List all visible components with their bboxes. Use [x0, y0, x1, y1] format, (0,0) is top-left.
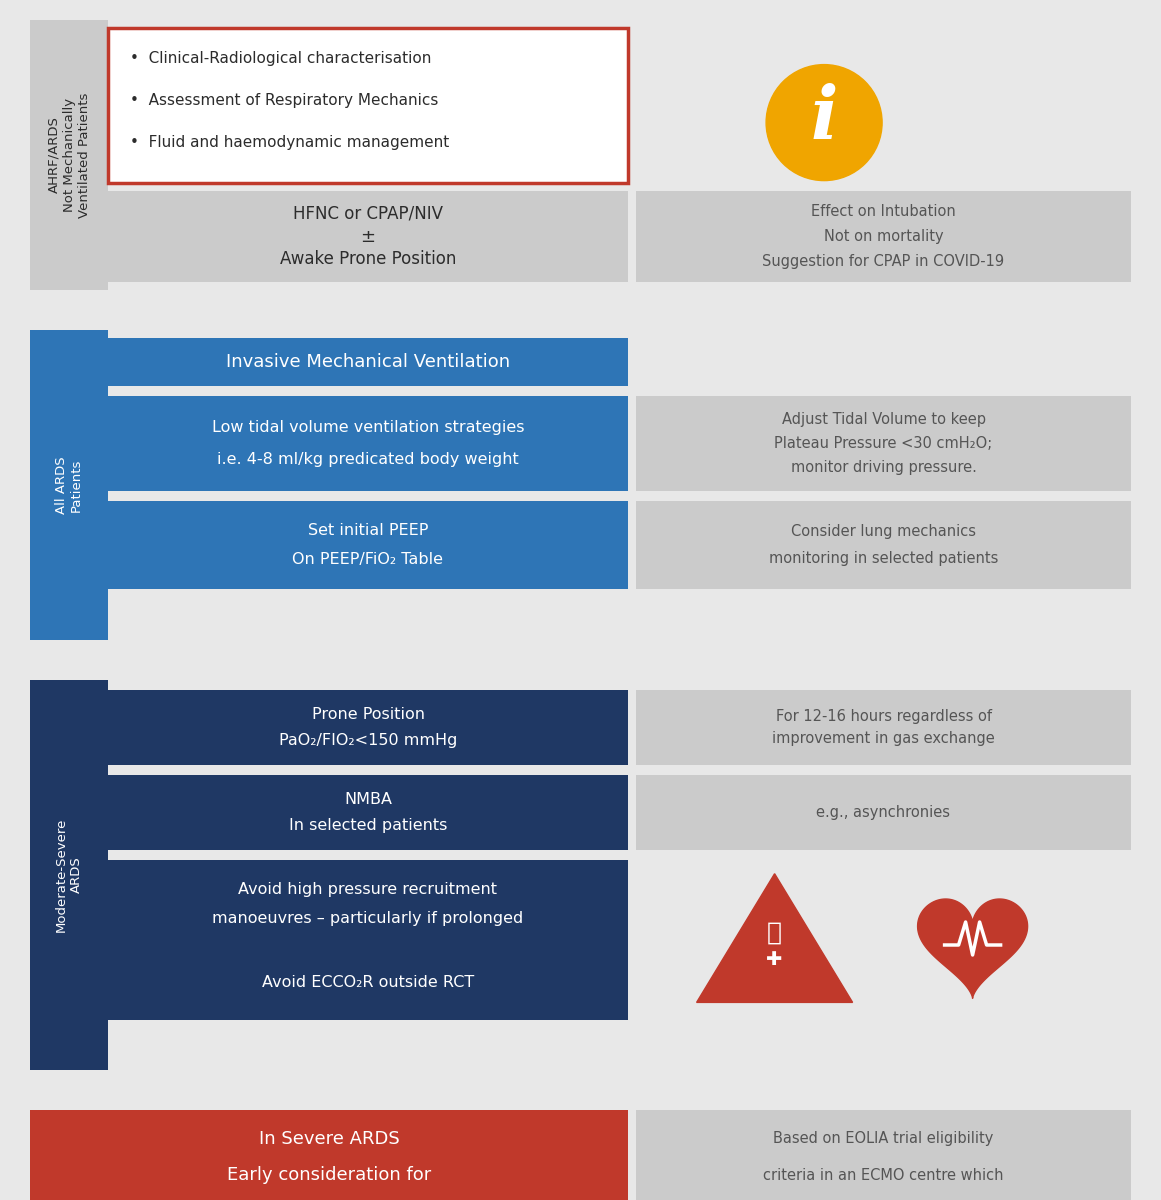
FancyBboxPatch shape	[636, 690, 1131, 766]
Text: NMBA: NMBA	[344, 792, 392, 808]
FancyBboxPatch shape	[108, 28, 628, 182]
Text: All ARDS
Patients: All ARDS Patients	[55, 456, 82, 514]
Text: monitoring in selected patients: monitoring in selected patients	[769, 551, 998, 565]
Text: improvement in gas exchange: improvement in gas exchange	[772, 731, 995, 746]
Text: manoeuvres – particularly if prolonged: manoeuvres – particularly if prolonged	[212, 912, 524, 926]
Text: On PEEP/FiO₂ Table: On PEEP/FiO₂ Table	[293, 552, 444, 568]
Text: Effect on Intubation: Effect on Intubation	[812, 204, 956, 218]
FancyBboxPatch shape	[108, 690, 628, 766]
Text: AHRF/ARDS
Not Mechanically
Ventilated Patients: AHRF/ARDS Not Mechanically Ventilated Pa…	[48, 92, 91, 217]
Text: Suggestion for CPAP in COVID-19: Suggestion for CPAP in COVID-19	[763, 254, 1004, 270]
Text: HFNC or CPAP/NIV: HFNC or CPAP/NIV	[293, 205, 444, 223]
Text: Avoid ECCO₂R outside RCT: Avoid ECCO₂R outside RCT	[262, 974, 474, 990]
Text: ✚: ✚	[766, 950, 783, 970]
FancyBboxPatch shape	[636, 191, 1131, 282]
Text: 🏃: 🏃	[767, 920, 783, 944]
FancyBboxPatch shape	[636, 502, 1131, 589]
Text: In Severe ARDS: In Severe ARDS	[259, 1129, 399, 1147]
FancyBboxPatch shape	[30, 1110, 628, 1200]
FancyBboxPatch shape	[108, 775, 628, 850]
Text: Consider lung mechanics: Consider lung mechanics	[791, 524, 976, 539]
FancyBboxPatch shape	[30, 680, 1131, 1070]
FancyBboxPatch shape	[30, 330, 1131, 640]
FancyBboxPatch shape	[636, 1110, 1131, 1200]
FancyBboxPatch shape	[108, 946, 628, 1020]
Text: criteria in an ECMO centre which: criteria in an ECMO centre which	[763, 1168, 1004, 1182]
Text: Moderate-Severe
ARDS: Moderate-Severe ARDS	[55, 818, 82, 932]
Text: e.g., asynchronies: e.g., asynchronies	[816, 805, 951, 820]
FancyBboxPatch shape	[108, 396, 628, 491]
FancyBboxPatch shape	[108, 191, 628, 282]
Text: Avoid high pressure recruitment: Avoid high pressure recruitment	[238, 882, 498, 896]
FancyBboxPatch shape	[108, 338, 628, 386]
Text: •  Fluid and haemodynamic management: • Fluid and haemodynamic management	[130, 134, 449, 150]
FancyBboxPatch shape	[30, 20, 1131, 290]
FancyBboxPatch shape	[108, 860, 628, 948]
Text: Prone Position: Prone Position	[311, 707, 425, 722]
Text: Early consideration for: Early consideration for	[226, 1166, 431, 1184]
Text: Invasive Mechanical Ventilation: Invasive Mechanical Ventilation	[226, 353, 510, 371]
Text: Low tidal volume ventilation strategies: Low tidal volume ventilation strategies	[211, 420, 525, 434]
Text: Plateau Pressure <30 cmH₂O;: Plateau Pressure <30 cmH₂O;	[774, 436, 993, 451]
Text: PaO₂/FIO₂<150 mmHg: PaO₂/FIO₂<150 mmHg	[279, 733, 457, 748]
Text: monitor driving pressure.: monitor driving pressure.	[791, 460, 976, 475]
FancyBboxPatch shape	[30, 330, 108, 640]
Text: Adjust Tidal Volume to keep: Adjust Tidal Volume to keep	[781, 413, 986, 427]
Polygon shape	[917, 899, 1027, 998]
Text: Based on EOLIA trial eligibility: Based on EOLIA trial eligibility	[773, 1132, 994, 1146]
Text: Not on mortality: Not on mortality	[823, 229, 943, 244]
Polygon shape	[697, 874, 852, 1002]
FancyBboxPatch shape	[30, 680, 108, 1070]
Text: In selected patients: In selected patients	[289, 817, 447, 833]
FancyBboxPatch shape	[636, 775, 1131, 850]
Text: Set initial PEEP: Set initial PEEP	[308, 522, 428, 538]
Text: •  Assessment of Respiratory Mechanics: • Assessment of Respiratory Mechanics	[130, 92, 439, 108]
FancyBboxPatch shape	[108, 502, 628, 589]
Text: •  Clinical-Radiological characterisation: • Clinical-Radiological characterisation	[130, 50, 432, 66]
FancyBboxPatch shape	[30, 20, 108, 290]
Text: Awake Prone Position: Awake Prone Position	[280, 251, 456, 269]
Circle shape	[766, 65, 882, 180]
Text: For 12-16 hours regardless of: For 12-16 hours regardless of	[776, 709, 991, 724]
Text: ±: ±	[361, 228, 375, 246]
Text: i.e. 4-8 ml/kg predicated body weight: i.e. 4-8 ml/kg predicated body weight	[217, 452, 519, 467]
FancyBboxPatch shape	[636, 396, 1131, 491]
Text: i: i	[810, 83, 838, 154]
